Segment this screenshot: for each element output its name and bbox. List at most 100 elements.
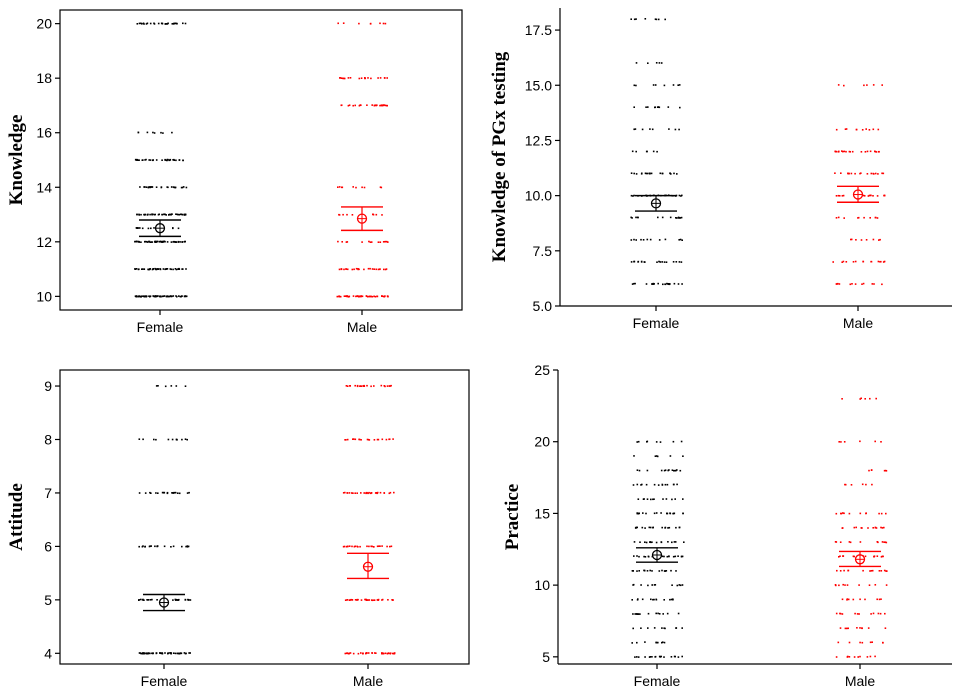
data-point: [386, 545, 388, 548]
data-point: [153, 438, 155, 441]
data-point: [862, 260, 864, 263]
data-point: [172, 599, 174, 601]
data-point: [680, 555, 683, 558]
data-point: [878, 512, 880, 515]
data-point: [185, 268, 187, 270]
data-point: [371, 104, 373, 106]
data-point: [354, 104, 356, 107]
data-point: [854, 172, 856, 175]
data-point: [172, 295, 175, 297]
data-point: [361, 241, 363, 243]
data-point: [149, 268, 151, 270]
data-point: [139, 227, 141, 229]
data-point: [681, 194, 683, 197]
data-point: [866, 656, 869, 658]
data-point: [869, 397, 871, 400]
data-point: [850, 238, 853, 241]
data-point: [154, 545, 156, 548]
data-point: [148, 159, 150, 161]
data-point: [374, 295, 377, 298]
data-point: [354, 384, 356, 387]
data-point: [668, 128, 670, 130]
data-point: [155, 652, 158, 654]
data-point: [673, 469, 675, 472]
data-point: [660, 541, 663, 544]
data-point: [664, 283, 667, 286]
data-point: [657, 641, 659, 644]
data-point: [849, 541, 852, 544]
data-point: [141, 268, 143, 270]
data-point: [874, 150, 876, 153]
data-point: [338, 268, 341, 271]
data-point: [647, 627, 649, 629]
data-point: [167, 295, 169, 298]
data-point: [177, 213, 179, 216]
data-point: [185, 545, 187, 548]
data-point: [178, 295, 180, 297]
data-point: [179, 241, 181, 243]
data-point: [166, 241, 169, 243]
data-point: [851, 150, 854, 153]
data-point: [665, 570, 668, 572]
data-point: [669, 512, 672, 515]
data-point: [872, 527, 874, 529]
data-point: [637, 656, 640, 658]
data-point: [371, 268, 374, 270]
data-point: [678, 526, 681, 529]
data-point: [181, 438, 183, 441]
data-point: [678, 128, 680, 131]
data-point: [858, 584, 860, 586]
data-point: [651, 656, 653, 658]
data-point: [860, 397, 862, 400]
data-point: [861, 283, 863, 285]
data-point: [373, 599, 376, 601]
data-point: [844, 627, 847, 630]
data-point: [679, 584, 682, 587]
x-tick-label-male: Male: [347, 319, 378, 335]
data-point: [169, 268, 172, 270]
data-point: [339, 77, 342, 79]
data-point: [650, 598, 652, 601]
data-point: [663, 469, 666, 472]
data-point: [343, 268, 345, 271]
data-point: [675, 217, 677, 219]
data-point: [654, 18, 657, 20]
data-point: [669, 172, 671, 175]
data-point: [653, 584, 656, 586]
data-point: [376, 438, 379, 441]
data-point: [636, 441, 638, 443]
data-point: [645, 150, 648, 153]
data-point: [673, 512, 676, 515]
data-point: [170, 268, 172, 271]
data-point: [164, 213, 166, 216]
y-tick-label: 20: [36, 16, 52, 32]
data-point: [641, 128, 644, 131]
y-tick-label: 5.0: [533, 298, 553, 314]
data-point: [387, 241, 389, 243]
data-point: [178, 492, 181, 495]
data-point: [842, 194, 845, 197]
data-point: [374, 104, 377, 106]
data-point: [166, 268, 169, 270]
data-point: [661, 484, 664, 486]
data-point: [357, 652, 360, 655]
data-point: [178, 213, 181, 216]
data-point: [872, 84, 875, 86]
data-point: [373, 439, 376, 441]
data-point: [668, 555, 670, 558]
data-point: [856, 627, 858, 629]
data-point: [147, 599, 149, 601]
data-point: [848, 656, 851, 658]
data-point: [179, 213, 182, 216]
data-point: [170, 214, 172, 216]
data-point: [377, 77, 379, 79]
data-point: [163, 545, 166, 548]
data-point: [843, 217, 845, 219]
data-point: [841, 398, 843, 400]
data-point: [869, 217, 871, 219]
data-point: [349, 77, 352, 79]
data-point: [656, 261, 658, 263]
data-point: [835, 612, 838, 615]
data-point: [369, 267, 371, 270]
data-point: [636, 555, 638, 557]
